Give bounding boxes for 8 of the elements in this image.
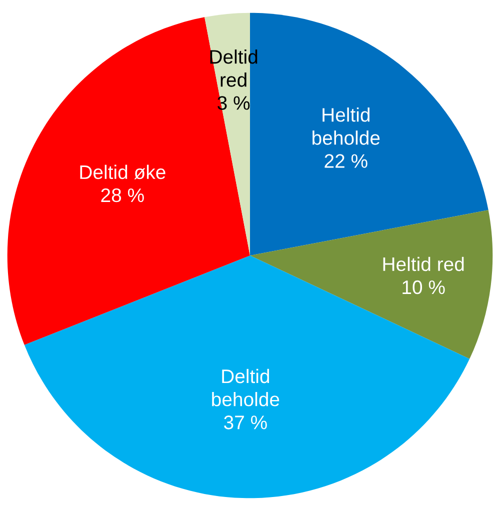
slice-label: Heltid red xyxy=(383,256,464,272)
data-label: 10 % xyxy=(402,280,445,294)
data-label: 28 % xyxy=(101,188,144,202)
data-label: 37 % xyxy=(224,416,267,430)
slice-label: Deltid beholde xyxy=(212,368,280,406)
data-label: 22 % xyxy=(324,154,368,168)
slice-label: Heltid beholde xyxy=(312,107,380,145)
slice-label: Deltid øke xyxy=(80,164,166,180)
